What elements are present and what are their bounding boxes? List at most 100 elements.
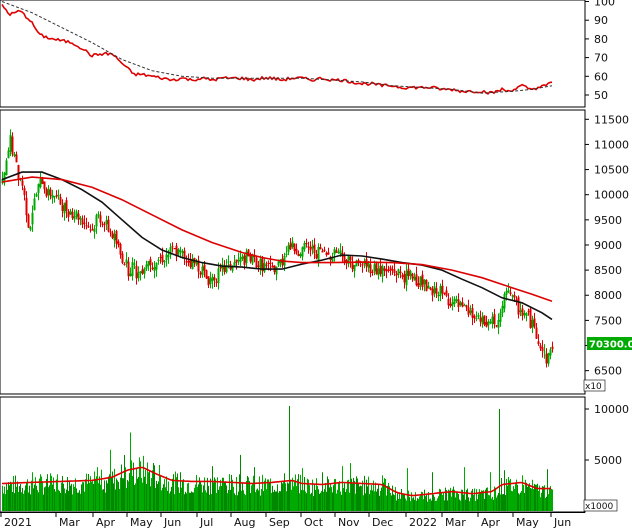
volume-bar — [189, 492, 190, 511]
volume-bar — [549, 487, 550, 511]
volume-bar — [377, 488, 378, 511]
volume-bar — [102, 489, 103, 511]
indicator-tick-label: 90 — [594, 14, 608, 27]
volume-bar — [443, 492, 444, 511]
volume-bar — [2, 485, 3, 511]
candle-body — [11, 136, 14, 155]
volume-bar — [375, 482, 376, 511]
volume-bar — [533, 489, 534, 511]
volume-bar — [141, 477, 142, 511]
candle-body — [91, 229, 94, 231]
candle-body — [355, 260, 358, 267]
candle-body — [183, 250, 186, 260]
volume-bar — [108, 476, 109, 511]
volume-bar — [146, 484, 147, 511]
volume-bar — [376, 491, 377, 511]
candle-body — [285, 253, 288, 255]
volume-bar — [318, 489, 319, 511]
volume-bar — [121, 464, 122, 511]
volume-bar — [540, 497, 541, 511]
candle-body — [317, 247, 320, 261]
volume-bar — [491, 498, 492, 511]
volume-bar — [263, 491, 264, 511]
volume-bar — [399, 492, 400, 511]
candle-body — [525, 313, 528, 317]
volume-bar — [171, 486, 172, 511]
volume-bar — [101, 469, 102, 511]
month-label: Apr — [96, 516, 116, 529]
candle-body — [31, 212, 34, 225]
candle-body — [51, 194, 54, 199]
candle-body — [539, 345, 542, 349]
candle-body — [17, 165, 20, 179]
volume-bar — [103, 489, 104, 511]
volume-bar — [302, 468, 303, 511]
volume-bar — [113, 483, 114, 511]
volume-bar — [284, 473, 285, 511]
volume-bar — [329, 487, 330, 511]
volume-bar — [139, 457, 140, 511]
volume-bar — [342, 466, 343, 511]
volume-bar — [68, 490, 69, 511]
volume-bar — [259, 476, 260, 511]
volume-bar — [117, 480, 118, 511]
volume-bar — [449, 490, 450, 511]
candle-body — [371, 271, 374, 273]
volume-bar — [321, 490, 322, 511]
candle-body — [21, 180, 24, 186]
candle-body — [225, 265, 228, 273]
candle-body — [159, 257, 162, 259]
candle-body — [537, 341, 540, 345]
volume-bar — [309, 485, 310, 511]
price-tick-label: 7500 — [594, 314, 622, 327]
volume-bar — [394, 495, 395, 511]
candle-body — [471, 307, 474, 318]
candle-body — [233, 262, 236, 267]
volume-bar — [457, 492, 458, 511]
candle-body — [291, 241, 294, 248]
candle-body — [517, 297, 520, 315]
candle-body — [483, 315, 486, 325]
volume-bar — [272, 485, 273, 511]
price-tick-label: 11500 — [594, 113, 629, 126]
volume-bar — [307, 478, 308, 511]
volume-bar — [332, 492, 333, 511]
volume-bar — [176, 477, 177, 511]
volume-bar — [64, 488, 65, 511]
volume-bar — [80, 493, 81, 511]
candle-body — [231, 265, 234, 271]
volume-bar — [62, 476, 63, 511]
volume-bar — [37, 490, 38, 511]
volume-bar — [495, 487, 496, 511]
candle-body — [219, 266, 222, 268]
volume-bar — [19, 486, 20, 511]
candle-body — [373, 264, 376, 272]
candle-body — [59, 197, 62, 205]
candle-body — [123, 263, 126, 265]
volume-bar — [154, 465, 155, 511]
volume-bar — [172, 478, 173, 511]
volume-bar — [320, 492, 321, 511]
volume-bar — [442, 495, 443, 511]
volume-bar — [83, 482, 84, 511]
volume-bar — [99, 476, 100, 511]
volume-bar — [496, 497, 497, 511]
volume-bar — [439, 488, 440, 511]
candle-body — [143, 268, 146, 274]
candle-body — [377, 268, 380, 276]
candle-body — [145, 264, 148, 269]
volume-bar — [451, 496, 452, 511]
volume-bar — [192, 492, 193, 511]
candle-body — [415, 274, 418, 286]
volume-bar — [538, 490, 539, 511]
volume-bar — [225, 481, 226, 511]
price-candles — [1, 129, 554, 368]
candle-body — [171, 246, 174, 248]
candle-body — [361, 264, 364, 266]
month-label: May — [516, 516, 539, 529]
volume-bar — [257, 488, 258, 511]
candle-body — [247, 249, 250, 257]
volume-bar — [215, 479, 216, 511]
volume-bar — [112, 471, 113, 511]
